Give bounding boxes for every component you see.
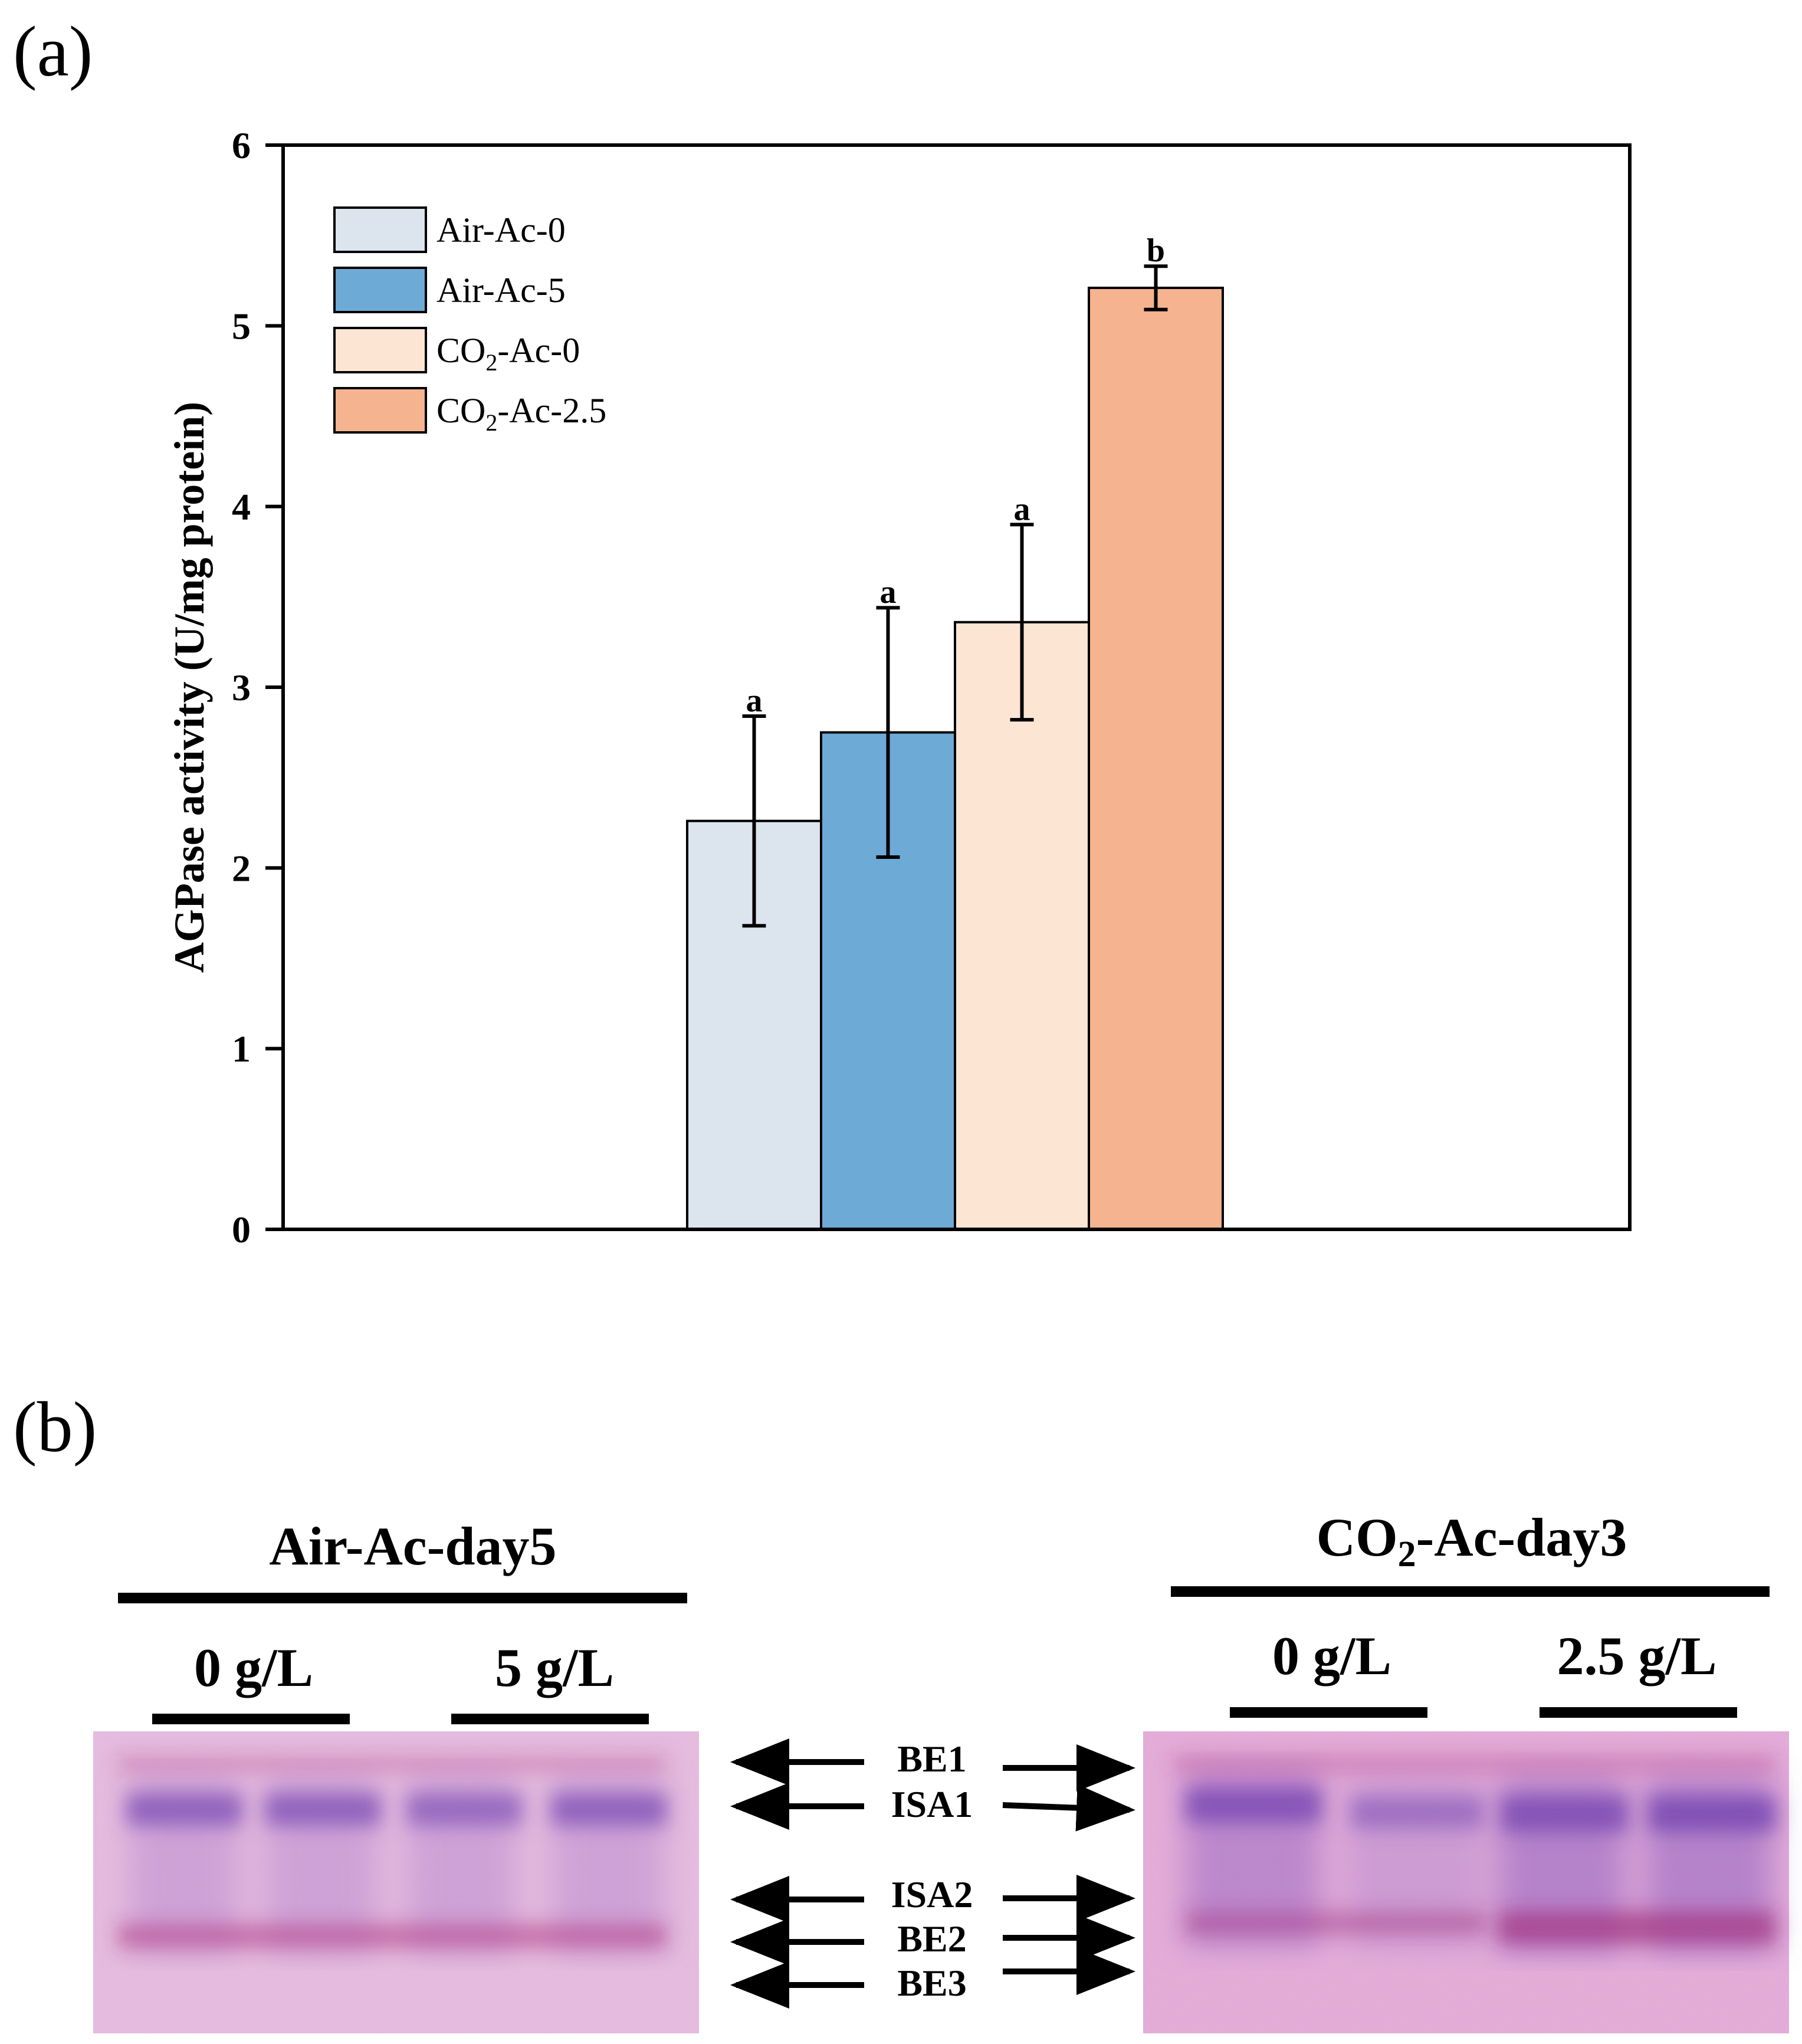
band-label-be3: BE3: [897, 1962, 966, 2004]
band-label-isa2: ISA2: [891, 1874, 973, 1915]
error-bar-Air-Ac-5: [876, 606, 900, 859]
legend-swatch-Air-Ac-5: [333, 267, 427, 313]
legend-swatch-CO2-Ac-0: [333, 327, 427, 373]
right-gel-image: [1143, 1731, 1789, 2033]
left-gel-image: [93, 1731, 699, 2033]
right-gel-conc-1: 0 g/L: [1272, 1626, 1391, 1686]
arrow-right-isa1: [1002, 1784, 1135, 1832]
sig-label-CO2-Ac-0: a: [1014, 491, 1030, 527]
bars-layer: [686, 287, 1224, 1231]
y-axis-label: AGPase activity (U/mg protein): [166, 402, 213, 973]
y-axis-ticks: 0 1 2 3 4 5 6: [232, 124, 283, 1251]
bar-CO2-Ac-2.5: [1088, 287, 1224, 1231]
legend: Air-Ac-0 Air-Ac-5 CO2-Ac-0 CO2-Ac-2.5: [333, 206, 606, 436]
left-gel-conc-1: 0 g/L: [194, 1638, 313, 1698]
y-tick-label: 4: [232, 486, 251, 528]
left-gel-conc-2: 5 g/L: [495, 1638, 614, 1698]
y-tick-label: 6: [232, 124, 251, 166]
legend-label-Air-Ac-5: Air-Ac-5: [436, 271, 566, 310]
y-tick-label: 1: [232, 1028, 251, 1070]
sig-label-CO2-Ac-2.5: b: [1147, 232, 1165, 269]
y-tick-label: 2: [232, 847, 251, 889]
band-label-isa1: ISA1: [891, 1783, 973, 1825]
left-gel-title: Air-Ac-day5: [269, 1516, 556, 1576]
panel-a-label: (a): [13, 12, 93, 91]
legend-label-Air-Ac-0: Air-Ac-0: [436, 211, 566, 250]
error-bars-layer: [742, 264, 1168, 928]
error-bar-CO2-Ac-2.5: [1144, 264, 1168, 311]
significance-labels: a a a b: [746, 232, 1166, 719]
y-tick-label: 0: [232, 1209, 251, 1251]
sig-label-Air-Ac-0: a: [746, 683, 763, 719]
y-tick-label: 3: [232, 667, 251, 708]
panel-b-label: (b): [13, 1387, 97, 1467]
right-gel-conc-2: 2.5 g/L: [1557, 1626, 1717, 1686]
right-gel-title: CO2-Ac-day3: [1317, 1507, 1627, 1574]
legend-swatch-CO2-Ac-2.5: [333, 387, 427, 434]
error-bar-Air-Ac-0: [742, 714, 766, 928]
band-label-be2: BE2: [897, 1918, 966, 1960]
band-label-be1: BE1: [897, 1738, 966, 1780]
legend-label-CO2-Ac-0: CO2-Ac-0: [436, 331, 580, 376]
bar-chart: a a a b 0 1 2 3 4 5 6 Air-Ac-0 Air-Ac-5 CO2-Ac-0 CO2…: [166, 124, 1632, 1251]
error-bar-CO2-Ac-0: [1010, 523, 1034, 722]
legend-swatch-Air-Ac-0: [333, 206, 427, 253]
band-labels: BE1 ISA1 ISA2 BE2 BE3: [730, 1738, 1135, 2009]
y-tick-label: 5: [232, 305, 251, 347]
legend-label-CO2-Ac-2.5: CO2-Ac-2.5: [436, 391, 606, 436]
sig-label-Air-Ac-5: a: [880, 574, 897, 611]
